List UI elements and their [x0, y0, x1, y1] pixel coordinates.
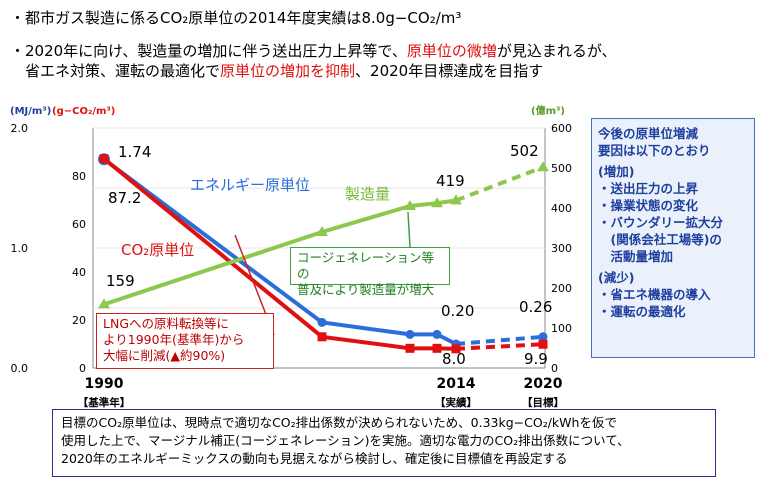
note-line-2: 使用した上で、マージナル補正(コージェネレーション)を実施。適切な電力のCO₂排…: [61, 433, 630, 448]
tick-energy-0: 2.0: [11, 122, 29, 135]
label-production-2020: 502: [510, 142, 539, 160]
note-line-1: 目標のCO₂原単位は、現時点で適切なCO₂排出係数が決められないため、0.33k…: [61, 415, 617, 430]
callout-green-pointer: [407, 211, 411, 248]
callout-production-increase: コージェネレーション等の 普及により製造量が増大: [290, 247, 450, 297]
tick-co2-2: 40: [72, 266, 86, 279]
callout-green-line-2: 普及により製造量が増大: [297, 282, 435, 297]
tick-energy-2: 0.0: [11, 362, 29, 375]
series-production-point-0: [98, 298, 110, 309]
headline-bullet-2: ・2020年に向け、製造量の増加に伴う送出圧力上昇等で、原単位の微増が見込まれる…: [10, 41, 768, 81]
series-name-production: 製造量: [345, 185, 390, 203]
bullet2-text-a: ・2020年に向け、製造量の増加に伴う送出圧力上昇等で、: [10, 42, 407, 60]
tick-co2-0: 80: [72, 170, 86, 183]
callout-red-line-1: LNGへの原料転換等に: [103, 316, 230, 331]
series-production-point-2: [404, 200, 416, 210]
series-production-forecast-line: [455, 165, 544, 203]
callout-green-line-1: コージェネレーション等の: [297, 250, 435, 281]
series-co2-forecast-line: [455, 342, 544, 351]
series-energy-point-5: [538, 332, 548, 342]
decrease-heading: (減少): [598, 270, 635, 285]
increase-item-4: (関係会社工場等)の: [598, 232, 722, 247]
decrease-item-1: ・省エネ機器の導入: [598, 287, 711, 302]
series-co2-point-0: [99, 154, 109, 164]
bullet2-text-c: 省エネ対策、運転の最適化で: [10, 62, 221, 80]
headline-bullet-1: ・都市ガス製造に係るCO₂原単位の2014年度実績は8.0g−CO₂/m³: [10, 9, 462, 27]
series-production-point-3: [431, 197, 443, 208]
axis-unit-energy: (MJ/m³): [10, 106, 51, 117]
chart-labels: (MJ/m³) (g−CO₂/m³) (億m³)2.01.00.0806040200…: [10, 104, 572, 409]
x-tick-sub-2014: 【実績】: [435, 396, 477, 409]
series-co2-point-4: [451, 344, 461, 354]
factors-title-2: 要因は以下のとおり: [598, 143, 711, 158]
tick-production-1: 500: [551, 162, 572, 175]
tick-co2-3: 20: [72, 314, 86, 327]
series-name-energy: エネルギー原単位: [190, 176, 310, 194]
tick-production-5: 100: [551, 322, 572, 335]
series-co2-point-1: [317, 332, 327, 342]
increase-item-1: ・送出圧力の上昇: [598, 181, 699, 196]
increase-heading: (増加): [598, 164, 635, 179]
tick-production-3: 300: [551, 242, 572, 255]
label-co2-2020: 9.9: [524, 350, 548, 368]
chart-marks: [98, 153, 549, 354]
x-tick-2020: 2020: [524, 376, 563, 392]
increase-item-5: 活動量増加: [598, 249, 674, 264]
series-energy-point-1: [317, 317, 327, 327]
tick-co2-1: 60: [72, 218, 86, 231]
series-energy-forecast-line: [455, 334, 544, 346]
target-note-box: 目標のCO₂原単位は、現時点で適切なCO₂排出係数が決められないため、0.33k…: [52, 409, 716, 477]
label-production-start: 159: [106, 272, 135, 290]
series-production-point-5: [537, 161, 549, 172]
bullet2-highlight-1: 原単位の微増: [406, 42, 497, 60]
tick-co2-4: 0: [79, 362, 86, 375]
label-energy-2020: 0.26: [519, 298, 552, 316]
callout-red-line-3: 大幅に削減(▲約90%): [103, 348, 226, 363]
bullet2-text-d: 、2020年目標達成を目指す: [355, 62, 544, 80]
series-energy-point-2: [405, 329, 415, 339]
series-production-point-1: [316, 226, 328, 236]
bullet2-text-b: が見込まれるが、: [496, 42, 617, 60]
tick-production-4: 200: [551, 282, 572, 295]
axis-unit-co2: (g−CO₂/m³): [52, 106, 115, 117]
tick-production-6: 0: [551, 362, 558, 375]
increase-item-2: ・操業状態の変化: [598, 198, 699, 213]
x-tick-sub-1990: 【基準年】: [78, 396, 131, 409]
label-energy-2014: 0.20: [441, 302, 474, 320]
bullet2-highlight-2: 原単位の増加を抑制: [220, 62, 356, 80]
series-co2-point-2: [405, 343, 415, 353]
increase-item-3: ・バウンダリー拡大分: [598, 215, 724, 230]
series-co2-point-3: [432, 343, 442, 353]
decrease-item-2: ・運転の最適化: [598, 304, 686, 319]
series-co2-point-5: [538, 339, 548, 349]
x-tick-1990: 1990: [85, 376, 124, 392]
axis-unit-production: (億m³): [531, 104, 565, 117]
unit-chart: (MJ/m³) (g−CO₂/m³) (億m³)2.01.00.0806040200…: [10, 104, 572, 409]
callout-co2-reduction: LNGへの原料転換等に より1990年(基準年)から 大幅に削減(▲約90%): [96, 313, 274, 369]
label-co2-start: 87.2: [108, 189, 141, 207]
label-energy-start: 1.74: [118, 143, 151, 161]
series-energy-point-3: [432, 329, 442, 339]
factors-panel: 今後の原単位増減 要因は以下のとおり (増加) ・送出圧力の上昇 ・操業状態の変…: [591, 118, 755, 358]
note-line-3: 2020年のエネルギーミックスの動向も見据えながら検討し、確定後に目標値を再設定…: [61, 451, 568, 466]
tick-production-2: 400: [551, 202, 572, 215]
tick-energy-1: 1.0: [11, 242, 29, 255]
series-production-point-4: [450, 194, 462, 205]
label-co2-2014: 8.0: [442, 350, 466, 368]
callout-red-line-2: より1990年(基準年)から: [103, 332, 245, 347]
tick-production-0: 600: [551, 122, 572, 135]
label-production-2014: 419: [436, 172, 465, 190]
series-name-co2: CO₂原単位: [121, 241, 194, 259]
x-tick-2014: 2014: [437, 376, 476, 392]
x-tick-sub-2020: 【目標】: [522, 396, 564, 409]
factors-title-1: 今後の原単位増減: [598, 126, 699, 141]
